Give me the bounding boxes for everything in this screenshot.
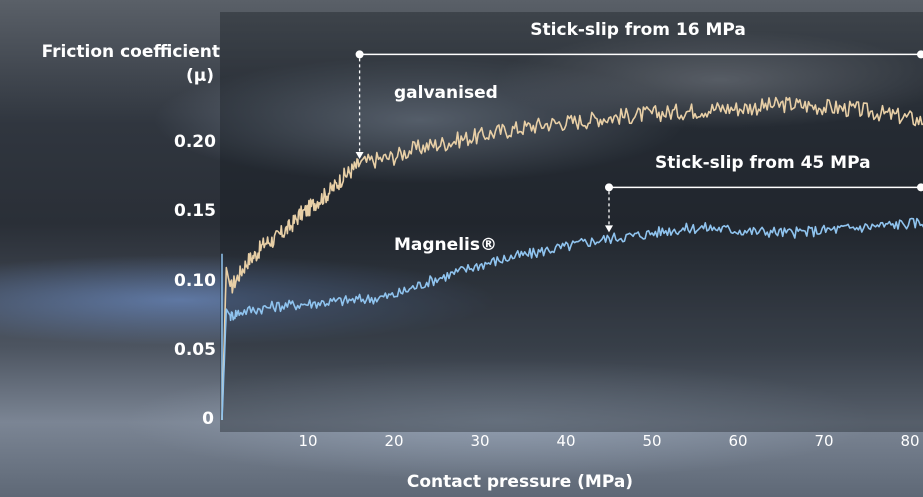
x-tick-label: 70	[814, 432, 834, 450]
x-tick-label: 50	[642, 432, 662, 450]
y-axis-title-line2: (µ)	[185, 66, 214, 86]
series-line-galvanised	[221, 96, 923, 421]
annotation-dot	[917, 183, 923, 192]
y-tick-label: 0.10	[174, 270, 216, 291]
series-label: galvanised	[394, 82, 498, 103]
annotation-dot	[355, 50, 364, 59]
annotation-label: Stick-slip from 45 MPa	[655, 153, 871, 174]
x-tick-label: 40	[556, 432, 576, 450]
y-axis-title-line1: Friction coefficient	[41, 42, 220, 62]
x-tick-label: 60	[728, 432, 748, 450]
series-line-magnelis	[221, 217, 923, 421]
plot-area	[220, 12, 923, 432]
annotation-dot	[917, 50, 923, 59]
annotation-arrowhead	[355, 152, 364, 160]
series-label: Magnelis®	[394, 234, 497, 255]
x-tick-label: 30	[470, 432, 490, 450]
x-axis-title: Contact pressure (MPa)	[406, 472, 634, 492]
x-tick-label: 80	[900, 432, 920, 450]
y-axis-title: Friction coefficient (µ)	[10, 40, 220, 88]
annotation-dot	[605, 183, 613, 192]
y-tick-label: 0	[202, 409, 214, 429]
annotation-arrowhead	[605, 225, 613, 233]
x-tick-label: 10	[298, 432, 318, 450]
y-tick-label: 0.15	[174, 201, 216, 222]
annotation-label: Stick-slip from 16 MPa	[530, 20, 746, 41]
x-tick-label: 20	[384, 432, 404, 450]
y-tick-label: 0.05	[174, 339, 216, 360]
y-tick-label: 0.20	[174, 132, 216, 152]
